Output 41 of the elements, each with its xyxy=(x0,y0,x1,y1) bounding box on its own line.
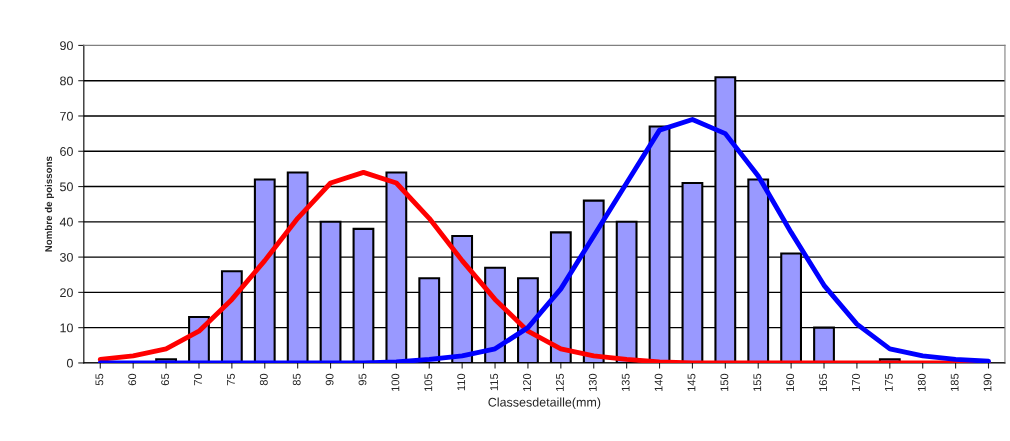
x-tick-label: 60 xyxy=(128,373,137,386)
x-tick-label: 155 xyxy=(753,373,762,392)
y-tick-label: 90 xyxy=(60,41,73,51)
y-tick-label: 20 xyxy=(60,288,73,298)
y-tick-label: 70 xyxy=(60,111,73,121)
x-tick-label: 95 xyxy=(358,373,367,386)
y-tick-label: 0 xyxy=(66,358,73,368)
x-tick-label: 115 xyxy=(490,373,499,391)
x-tick-label: 150 xyxy=(720,373,729,392)
x-tick-label: 160 xyxy=(786,373,795,392)
y-tick-label: 40 xyxy=(59,217,73,227)
x-tick-label: 120 xyxy=(523,373,531,392)
x-tick-label: 80 xyxy=(259,373,268,386)
x-tick-label: 180 xyxy=(917,373,926,392)
y-tick-label: 50 xyxy=(60,182,73,192)
y-axis-title: Nombre de poissons xyxy=(44,156,54,252)
x-tick-label: 100 xyxy=(391,373,400,392)
x-tick-label: 190 xyxy=(983,373,992,392)
x-tick-label: 105 xyxy=(424,373,433,392)
x-tick-label: 70 xyxy=(194,373,202,386)
x-tick-label: 55 xyxy=(95,373,104,386)
x-tick-label: 145 xyxy=(687,373,696,392)
y-tick-label: 60 xyxy=(60,147,73,156)
x-tick-label: 90 xyxy=(325,373,334,386)
x-tick-label: 110 xyxy=(457,373,466,391)
line-series xyxy=(97,117,991,363)
x-tick-label: 165 xyxy=(819,373,827,392)
y-tick-label: 10 xyxy=(60,323,73,333)
x-tick-label: 125 xyxy=(555,373,564,392)
x-tick-label: 170 xyxy=(852,373,860,392)
y-tick-label: 80 xyxy=(60,76,73,86)
x-tick-label: 175 xyxy=(885,373,893,392)
x-tick-label: 140 xyxy=(654,373,663,392)
x-tick-label: 65 xyxy=(161,373,170,386)
y-tick-label: 30 xyxy=(59,252,73,262)
x-tick-label: 85 xyxy=(292,373,301,386)
x-axis-title: Classesdetaille(mm) xyxy=(488,397,601,410)
x-tick-label: 75 xyxy=(227,373,235,386)
x-tick-label: 135 xyxy=(621,373,630,392)
x-tick-label: 130 xyxy=(588,373,597,392)
x-tick-label: 185 xyxy=(950,373,959,392)
